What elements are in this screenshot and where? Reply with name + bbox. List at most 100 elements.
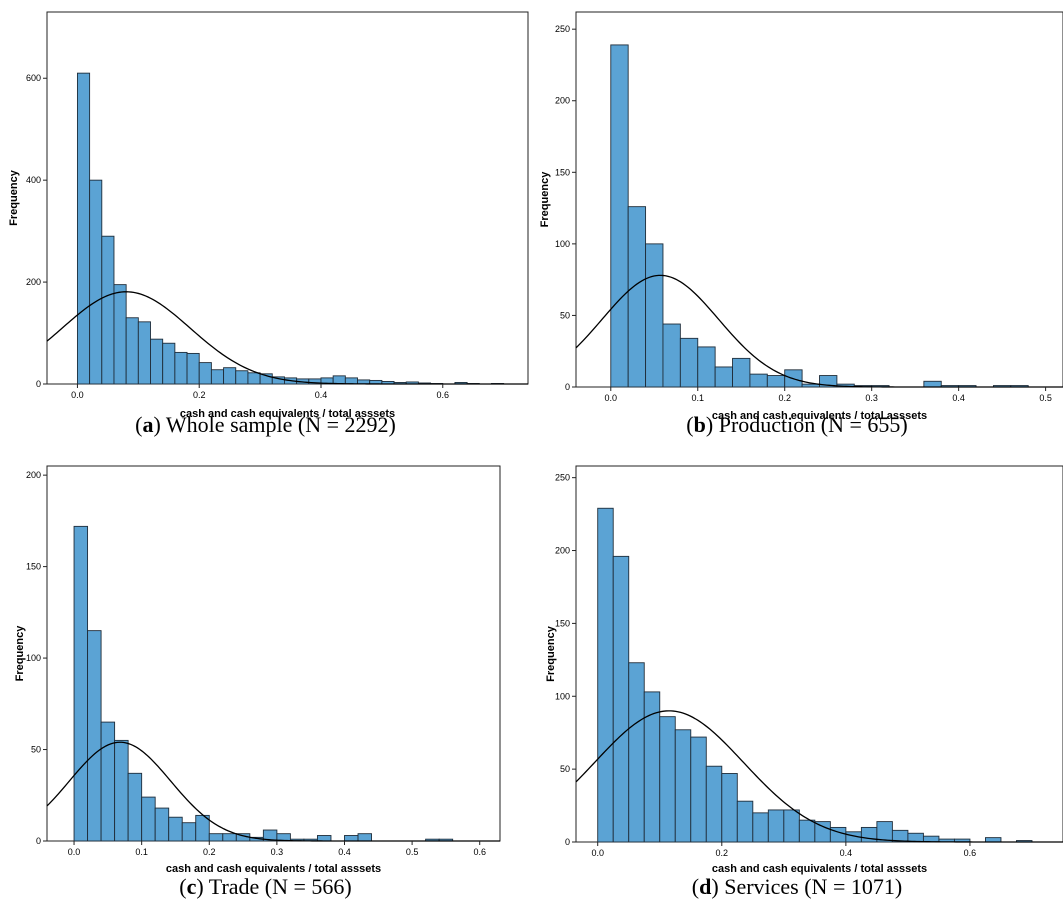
y-tick-label: 400 [26,175,41,185]
x-tick-label: 0.0 [605,393,618,403]
histogram-bar [316,835,332,842]
histogram-d: 0 50 100 150 200 250 0.0 0.2 0.4 0.6 cash and cash… [545,465,1063,875]
x-tick-label: 0.2 [193,390,206,400]
histogram-bar [645,243,664,388]
x-tick-label: 0.1 [135,847,148,857]
histogram-bar [721,773,738,843]
histogram-bar [101,235,115,385]
histogram-bar [235,370,249,385]
histogram-bar [247,372,261,385]
y-tick-label: 150 [26,562,41,572]
histogram-bar [223,367,237,385]
caption-b: (b) Production (N = 655) [686,412,908,437]
histogram-bar [697,346,716,388]
histogram-bar [749,373,768,388]
histogram-bar [137,321,151,385]
histogram-a: 0 200 400 600 0.0 0.2 0.4 0.6 cash and cash equi… [8,11,529,420]
histogram-bar [181,822,197,842]
x-tick-label: 0.0 [71,390,84,400]
histogram-bar [736,800,754,843]
x-tick-label: 0.0 [68,847,81,857]
histogram-bar [597,507,614,843]
histogram-bar [814,821,831,843]
x-tick-label: 0.0 [591,848,604,858]
histogram-bar [860,826,878,843]
histogram-bar [627,206,647,388]
histogram-bar [662,323,681,388]
histogram-bar [154,807,170,842]
y-tick-label: 250 [555,473,570,483]
histogram-bar [198,362,212,385]
x-tick-label: 0.4 [840,848,853,858]
x-tick-label: 0.4 [338,847,351,857]
histogram-bar [752,812,769,843]
caption-letter-c: c [186,874,197,899]
y-tick-label: 100 [555,239,570,249]
x-tick-label: 0.3 [865,393,878,403]
histogram-bar [923,380,942,388]
x-axis-label-b: cash and cash equivalents / total assset… [712,410,927,422]
histogram-bar [162,342,176,385]
y-tick-label: 200 [555,546,570,556]
y-tick-label: 100 [26,653,41,663]
x-tick-label: 0.2 [778,393,791,403]
y-tick-label: 50 [560,764,570,774]
caption-letter-a: a [142,412,154,437]
x-tick-label: 0.6 [964,848,977,858]
histogram-bar [612,555,630,843]
histogram-bar [610,44,629,388]
x-tick-label: 0.6 [437,390,450,400]
histogram-bar [659,716,676,843]
histogram-bar [89,179,103,385]
y-tick-label: 600 [26,73,41,83]
histogram-bar [766,375,786,388]
bars-c [73,525,454,842]
histogram-c: 0 50 100 150 200 0.0 0.1 0.2 0.3 0.4 0.5 0.6 cash an… [14,465,501,875]
histogram-bar [127,772,143,842]
histogram-bar [674,729,692,843]
x-tick-label: 0.3 [271,847,284,857]
normal-curve-a [46,291,528,385]
y-tick-label: 50 [560,310,570,320]
y-axis-label-a: Frequency [8,169,20,226]
x-tick-label: 0.5 [406,847,419,857]
y-tick-label: 200 [26,277,41,287]
bars-d [597,507,1033,843]
bars-a [76,72,505,385]
y-axis-label-d: Frequency [545,625,557,682]
histogram-bar [168,816,183,842]
caption-d: (d) Services (N = 1071) [691,874,903,899]
histogram-bar [150,338,164,385]
histogram-bar [125,317,139,385]
histogram-bar [344,835,359,842]
histogram-bar [344,377,358,385]
caption-text-a: Whole sample (N = 2292) [165,412,396,437]
y-tick-label: 0 [565,382,570,392]
histogram-bar [210,369,225,385]
y-tick-label: 150 [555,618,570,628]
x-axis-label-d: cash and cash equivalents / total assset… [712,863,927,875]
histogram-bar [114,739,129,842]
histogram-bar [100,721,116,842]
y-tick-label: 250 [555,24,570,34]
histogram-bar [113,284,127,385]
histogram-bar [141,796,156,842]
histogram-bar [628,662,645,843]
y-tick-label: 0 [36,836,41,846]
x-tick-label: 0.2 [716,848,729,858]
x-tick-label: 0.1 [691,393,704,403]
normal-curve-c [46,741,500,842]
chart-panel-d: 0 50 100 150 200 250 0.0 0.2 0.4 0.6 cash and cash… [531,458,1063,916]
histogram-bar [679,337,699,388]
histogram-bar [705,765,723,843]
x-axis-label-c: cash and cash equivalents / total assset… [166,863,381,875]
x-tick-label: 0.2 [203,847,216,857]
histogram-bar [208,833,224,842]
x-tick-label: 0.5 [1039,393,1052,403]
histogram-bar [732,357,751,388]
histogram-bar [76,72,91,385]
caption-text-d: Services (N = 1071) [724,874,903,899]
histogram-bar [798,819,816,843]
histogram-bar [174,351,188,385]
x-tick-label: 0.6 [473,847,486,857]
